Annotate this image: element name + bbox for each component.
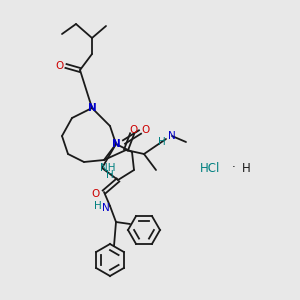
- Text: N: N: [102, 203, 110, 213]
- Text: H: H: [106, 170, 114, 180]
- Text: N: N: [112, 139, 120, 149]
- Text: N: N: [88, 103, 96, 113]
- Text: O: O: [55, 61, 63, 71]
- Text: H: H: [94, 201, 102, 211]
- Text: ·: ·: [232, 161, 236, 175]
- Text: H: H: [242, 161, 250, 175]
- Text: N: N: [168, 131, 176, 141]
- Text: O: O: [142, 125, 150, 135]
- Text: HCl: HCl: [200, 161, 220, 175]
- Text: O: O: [92, 189, 100, 199]
- Text: O: O: [130, 125, 138, 135]
- Text: H: H: [158, 137, 166, 147]
- Text: NH: NH: [100, 163, 116, 173]
